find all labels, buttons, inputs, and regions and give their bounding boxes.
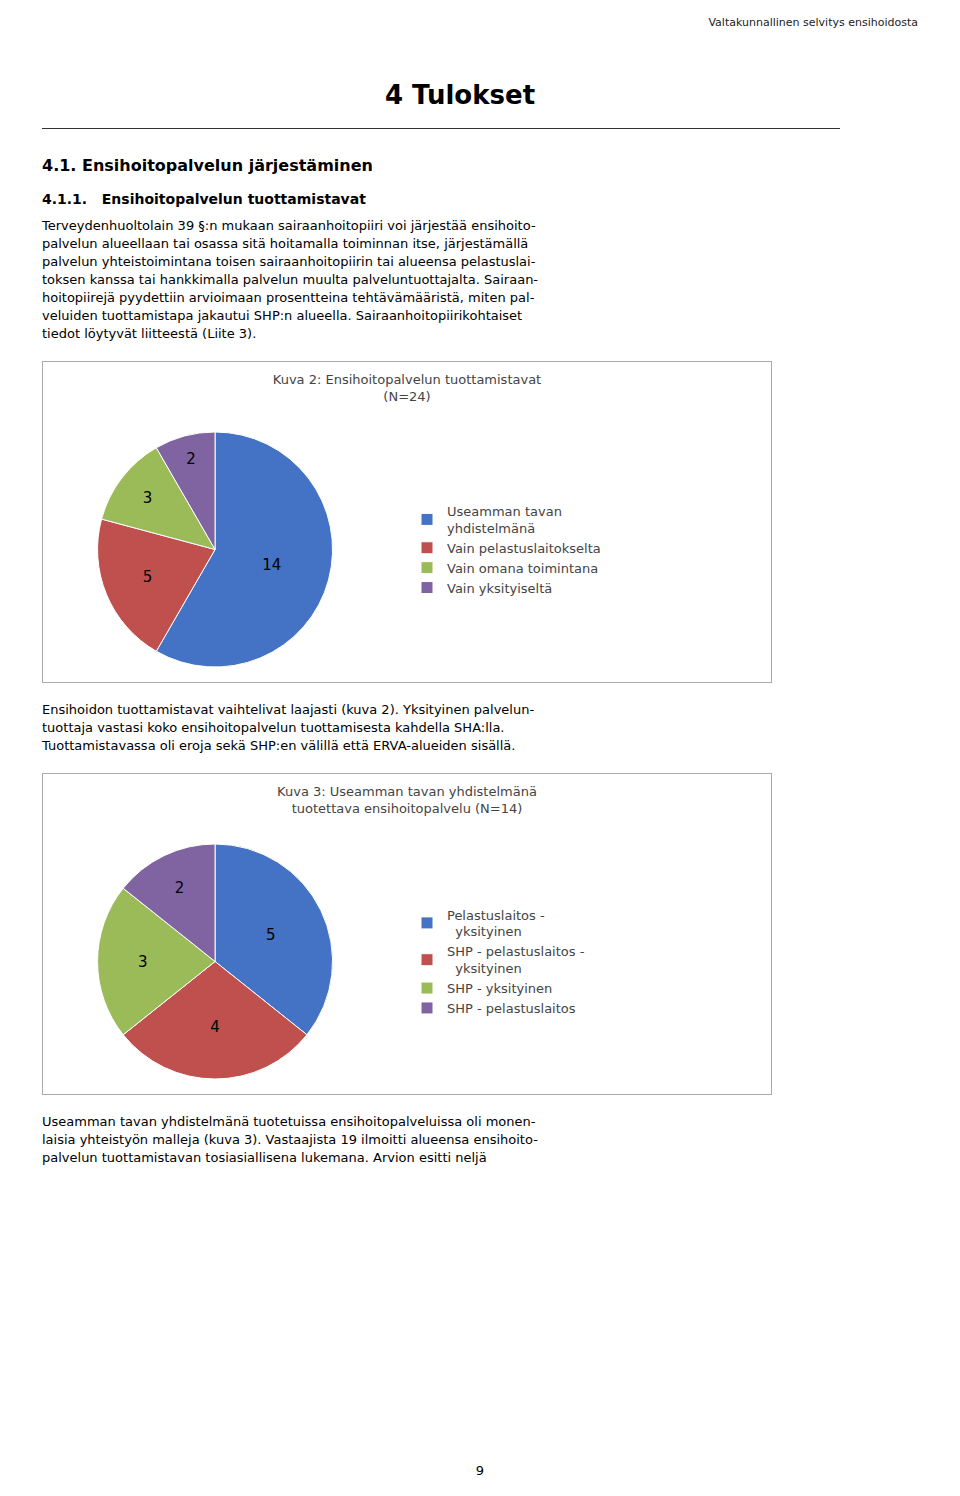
svg-text:Kuva 3: Useamman tavan yhdiste: Kuva 3: Useamman tavan yhdistelmänätuote…	[277, 784, 537, 816]
svg-text:3: 3	[143, 489, 153, 507]
html-text:Terveydenhuoltolain 39 §:n muk: Terveydenhuoltolain 39 §:n mukaan sairaa…	[42, 218, 536, 233]
html-text:hoitopiirejä pyydettiin arvioi: hoitopiirejä pyydettiin arvioimaan prose…	[42, 290, 535, 305]
svg-text:Vain omana toimintana: Vain omana toimintana	[447, 561, 598, 576]
html-text:4.1. Ensihoitopalvelun järjest: 4.1. Ensihoitopalvelun järjestäminen	[42, 156, 373, 175]
html-text:tiedot löytyvät liitteestä (Li: tiedot löytyvät liitteestä (Liite 3).	[42, 326, 257, 341]
svg-text:4: 4	[210, 1018, 220, 1036]
svg-text:5: 5	[143, 568, 153, 586]
html-text:Valtakunnallinen selvitys ensi: Valtakunnallinen selvitys ensihoidosta	[708, 16, 918, 29]
svg-text:Pelastuslaitos - yksityinen: Pelastuslaitos - yksityinen	[447, 908, 545, 940]
html-text:palvelun yhteistoimintana tois: palvelun yhteistoimintana toisen sairaan…	[42, 254, 536, 269]
svg-text:14: 14	[262, 556, 281, 574]
html-text:4 Tulokset: 4 Tulokset	[384, 80, 536, 110]
html-text:Tuottamistavassa oli eroja sek: Tuottamistavassa oli eroja sekä SHP:en v…	[42, 738, 516, 753]
svg-text:Useamman tavanyhdistelmänä: Useamman tavanyhdistelmänä	[447, 504, 562, 536]
html-text:palvelun tuottamistavan tosias: palvelun tuottamistavan tosiasiallisena …	[42, 1150, 487, 1165]
html-text:Ensihoidon tuottamistavat vaih: Ensihoidon tuottamistavat vaihtelivat la…	[42, 702, 535, 717]
svg-text:Kuva 2: Ensihoitopalvelun tuot: Kuva 2: Ensihoitopalvelun tuottamistavat…	[273, 372, 541, 404]
html-text:toksen kanssa tai hankkimalla: toksen kanssa tai hankkimalla palvelun m…	[42, 272, 539, 287]
svg-text:SHP - pelastuslaitos: SHP - pelastuslaitos	[447, 1001, 576, 1016]
svg-text:Vain pelastuslaitokselta: Vain pelastuslaitokselta	[447, 541, 601, 556]
svg-text:2: 2	[175, 879, 185, 897]
svg-text:2: 2	[186, 450, 196, 468]
html-text:palvelun alueellaan tai osassa: palvelun alueellaan tai osassa sitä hoit…	[42, 236, 529, 251]
svg-text:SHP - yksityinen: SHP - yksityinen	[447, 981, 552, 996]
html-text:tuottaja vastasi koko ensihoit: tuottaja vastasi koko ensihoitopalvelun …	[42, 720, 505, 735]
svg-text:3: 3	[138, 953, 148, 971]
html-text:4.1.1. Ensihoitopalvelun tuott: 4.1.1. Ensihoitopalvelun tuottamistavat	[42, 191, 366, 207]
html-text:veluiden tuottamistapa jakautu: veluiden tuottamistapa jakautui SHP:n al…	[42, 308, 523, 323]
svg-text:Vain yksityiseltä: Vain yksityiseltä	[447, 581, 552, 596]
svg-text:SHP - pelastuslaitos - yksity: SHP - pelastuslaitos - yksityinen	[447, 944, 585, 976]
html-text:Useamman tavan yhdistelmänä tu: Useamman tavan yhdistelmänä tuotetuissa …	[42, 1114, 536, 1129]
svg-text:5: 5	[266, 926, 276, 944]
html-text:9: 9	[475, 1463, 485, 1478]
html-text:laisia yhteistyön malleja (kuv: laisia yhteistyön malleja (kuva 3). Vast…	[42, 1132, 538, 1147]
